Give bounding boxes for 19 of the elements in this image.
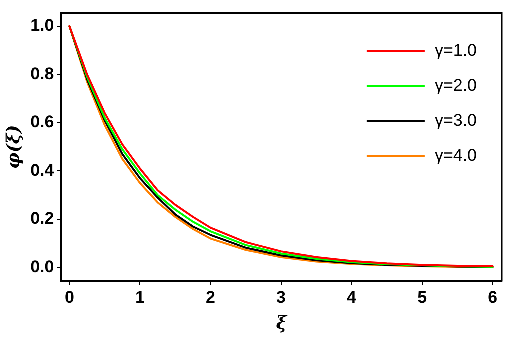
legend-label: γ=1.0 [434,40,477,60]
x-tick-label: 2 [206,288,216,307]
x-tick-label: 3 [276,288,286,307]
y-tick-label: 0.2 [30,209,54,228]
x-tick-label: 1 [135,288,145,307]
legend-label: γ=2.0 [434,76,477,95]
x-axis-title: ξ [276,312,288,334]
x-tick-label: 6 [488,288,498,307]
x-tick-label: 5 [418,288,428,307]
legend-label: γ=4.0 [434,146,477,165]
x-tick-label: 4 [347,288,358,307]
y-tick-label: 0.4 [30,160,55,180]
y-tick-label: 0.0 [30,257,54,276]
y-tick-label: 0.6 [30,112,54,132]
legend-label: γ=3.0 [434,110,477,130]
y-tick-label: 0.8 [30,64,54,84]
x-tick-label: 0 [64,288,74,307]
y-tick-label: 1.0 [30,16,54,36]
y-axis-title: φ(ξ) [3,125,24,170]
